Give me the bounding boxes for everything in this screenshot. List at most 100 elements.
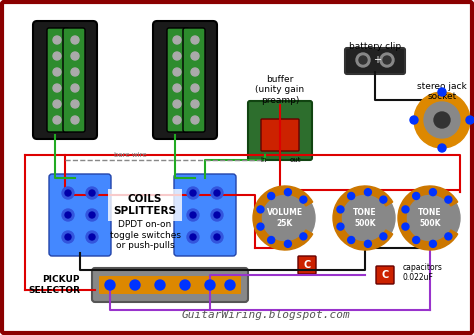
Text: +: + xyxy=(373,55,381,65)
Text: TONE
500K: TONE 500K xyxy=(418,208,442,228)
Circle shape xyxy=(424,102,460,138)
FancyBboxPatch shape xyxy=(376,266,394,284)
Circle shape xyxy=(187,187,199,199)
Text: battery clip: battery clip xyxy=(349,42,401,51)
Circle shape xyxy=(365,189,372,196)
Circle shape xyxy=(89,234,95,240)
Text: in: in xyxy=(260,157,266,163)
Circle shape xyxy=(71,100,79,108)
Circle shape xyxy=(214,234,220,240)
Circle shape xyxy=(86,231,98,243)
Circle shape xyxy=(268,193,274,199)
Circle shape xyxy=(380,233,387,240)
Circle shape xyxy=(429,240,437,247)
Circle shape xyxy=(337,206,344,213)
Circle shape xyxy=(187,209,199,221)
Text: bare wire: bare wire xyxy=(114,152,146,158)
Text: PICKUP
SELECTOR: PICKUP SELECTOR xyxy=(28,275,80,295)
Circle shape xyxy=(365,240,372,247)
Wedge shape xyxy=(398,186,458,250)
Wedge shape xyxy=(333,186,393,250)
Circle shape xyxy=(438,88,446,96)
Circle shape xyxy=(180,280,190,290)
Circle shape xyxy=(337,223,344,230)
Wedge shape xyxy=(253,186,313,250)
Circle shape xyxy=(410,116,418,124)
Circle shape xyxy=(89,212,95,218)
FancyBboxPatch shape xyxy=(298,256,316,274)
Circle shape xyxy=(105,280,115,290)
Circle shape xyxy=(214,212,220,218)
Circle shape xyxy=(434,112,450,128)
Circle shape xyxy=(71,52,79,60)
Circle shape xyxy=(300,233,307,240)
Circle shape xyxy=(466,116,474,124)
Circle shape xyxy=(191,100,199,108)
FancyBboxPatch shape xyxy=(99,276,241,294)
Circle shape xyxy=(284,240,292,247)
Text: DPDT on-on
toggle switches
or push-pulls: DPDT on-on toggle switches or push-pulls xyxy=(109,220,181,250)
Circle shape xyxy=(191,68,199,76)
Circle shape xyxy=(211,187,223,199)
Circle shape xyxy=(190,234,196,240)
Circle shape xyxy=(383,56,391,64)
Circle shape xyxy=(53,84,61,92)
Circle shape xyxy=(347,237,355,244)
Circle shape xyxy=(335,188,395,248)
Circle shape xyxy=(257,206,264,213)
Circle shape xyxy=(380,53,394,67)
FancyBboxPatch shape xyxy=(33,21,97,139)
Circle shape xyxy=(191,52,199,60)
Text: stereo jack
socket: stereo jack socket xyxy=(417,82,467,102)
Circle shape xyxy=(268,237,274,244)
Circle shape xyxy=(53,68,61,76)
Text: C: C xyxy=(303,260,310,270)
Circle shape xyxy=(211,231,223,243)
Circle shape xyxy=(400,188,460,248)
Text: GuitarWiring.blogspot.com: GuitarWiring.blogspot.com xyxy=(181,310,350,320)
Circle shape xyxy=(356,53,370,67)
FancyBboxPatch shape xyxy=(47,28,69,132)
Circle shape xyxy=(438,144,446,152)
Circle shape xyxy=(53,116,61,124)
Circle shape xyxy=(445,196,452,203)
Circle shape xyxy=(53,52,61,60)
Circle shape xyxy=(205,280,215,290)
Circle shape xyxy=(284,189,292,196)
Circle shape xyxy=(53,100,61,108)
Circle shape xyxy=(255,188,315,248)
Circle shape xyxy=(62,187,74,199)
Circle shape xyxy=(429,189,437,196)
Circle shape xyxy=(225,280,235,290)
Circle shape xyxy=(65,212,71,218)
FancyBboxPatch shape xyxy=(63,28,85,132)
Circle shape xyxy=(257,223,264,230)
Circle shape xyxy=(173,52,181,60)
FancyBboxPatch shape xyxy=(174,174,236,256)
Circle shape xyxy=(191,84,199,92)
Text: C: C xyxy=(382,270,389,280)
Circle shape xyxy=(173,36,181,44)
Circle shape xyxy=(155,280,165,290)
Text: COILS
SPLITTERS: COILS SPLITTERS xyxy=(113,194,176,216)
FancyBboxPatch shape xyxy=(49,174,111,256)
Circle shape xyxy=(173,116,181,124)
Text: TONE
500K: TONE 500K xyxy=(353,208,377,228)
Circle shape xyxy=(173,84,181,92)
Circle shape xyxy=(191,116,199,124)
Circle shape xyxy=(71,36,79,44)
Circle shape xyxy=(130,280,140,290)
Circle shape xyxy=(300,196,307,203)
Circle shape xyxy=(402,223,409,230)
Circle shape xyxy=(62,209,74,221)
FancyBboxPatch shape xyxy=(153,21,217,139)
Circle shape xyxy=(413,237,419,244)
Circle shape xyxy=(402,206,409,213)
FancyBboxPatch shape xyxy=(248,101,312,160)
Circle shape xyxy=(71,68,79,76)
FancyBboxPatch shape xyxy=(2,2,472,333)
Circle shape xyxy=(380,196,387,203)
Circle shape xyxy=(65,190,71,196)
Circle shape xyxy=(347,193,355,199)
FancyBboxPatch shape xyxy=(167,28,189,132)
